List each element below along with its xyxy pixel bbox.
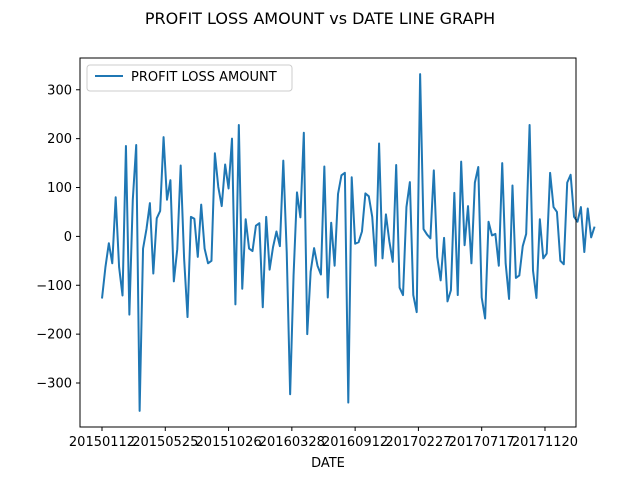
legend-label: PROFIT LOSS AMOUNT <box>131 70 277 85</box>
x-tick-label: 20160912 <box>322 435 388 450</box>
x-tick-label: 20150112 <box>69 435 135 450</box>
y-tick-label: 300 <box>47 83 72 98</box>
x-tick-label: 20170227 <box>385 435 451 450</box>
y-tick-label: 0 <box>64 230 72 245</box>
chart-title: PROFIT LOSS AMOUNT vs DATE LINE GRAPH <box>145 9 495 28</box>
x-tick-label: 20151026 <box>195 435 261 450</box>
x-tick-label: 20171120 <box>512 435 578 450</box>
y-tick-label: 200 <box>47 132 72 147</box>
series-line-0 <box>101 73 596 412</box>
x-tick-label: 20160328 <box>259 435 325 450</box>
legend-box <box>86 64 293 92</box>
y-tick-label: −300 <box>36 377 72 392</box>
x-tick-label: 20150525 <box>132 435 198 450</box>
x-axis: 2015011220150525201510262016032820160912… <box>69 427 578 450</box>
legend: PROFIT LOSS AMOUNT <box>86 64 293 92</box>
y-tick-label: −100 <box>36 279 72 294</box>
axes-frame <box>79 57 577 428</box>
x-axis-label: DATE <box>311 456 345 471</box>
x-tick-label: 20170717 <box>449 435 515 450</box>
y-tick-label: 100 <box>47 181 72 196</box>
plot-area <box>101 73 596 412</box>
y-axis: −300 −200 −100 0 100 200 300 <box>36 83 80 392</box>
y-tick-label: −200 <box>36 328 72 343</box>
